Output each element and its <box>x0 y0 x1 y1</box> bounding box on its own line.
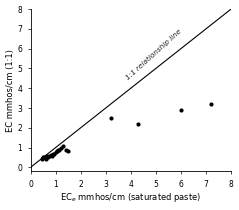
Point <box>41 156 45 159</box>
Text: 1:1 relationship line: 1:1 relationship line <box>125 28 183 81</box>
Point <box>209 102 213 106</box>
Point <box>61 144 65 147</box>
Point <box>179 108 183 112</box>
Point <box>41 157 45 160</box>
Point <box>56 148 60 151</box>
Point <box>52 152 56 155</box>
X-axis label: EC$_e$ mmhos/cm (saturated paste): EC$_e$ mmhos/cm (saturated paste) <box>60 192 201 205</box>
Point <box>44 157 48 161</box>
Point <box>57 148 61 151</box>
Point <box>46 156 50 159</box>
Point <box>49 153 53 156</box>
Point <box>66 149 70 152</box>
Point <box>54 150 58 153</box>
Point <box>40 158 44 161</box>
Point <box>109 116 113 119</box>
Point <box>45 155 49 158</box>
Point <box>42 156 46 159</box>
Point <box>50 154 54 157</box>
Point <box>59 146 63 149</box>
Point <box>51 152 55 155</box>
Point <box>47 154 51 157</box>
Point <box>64 148 68 151</box>
Point <box>136 122 140 126</box>
Point <box>55 149 59 152</box>
Y-axis label: EC mmhos/cm (1:1): EC mmhos/cm (1:1) <box>5 49 15 132</box>
